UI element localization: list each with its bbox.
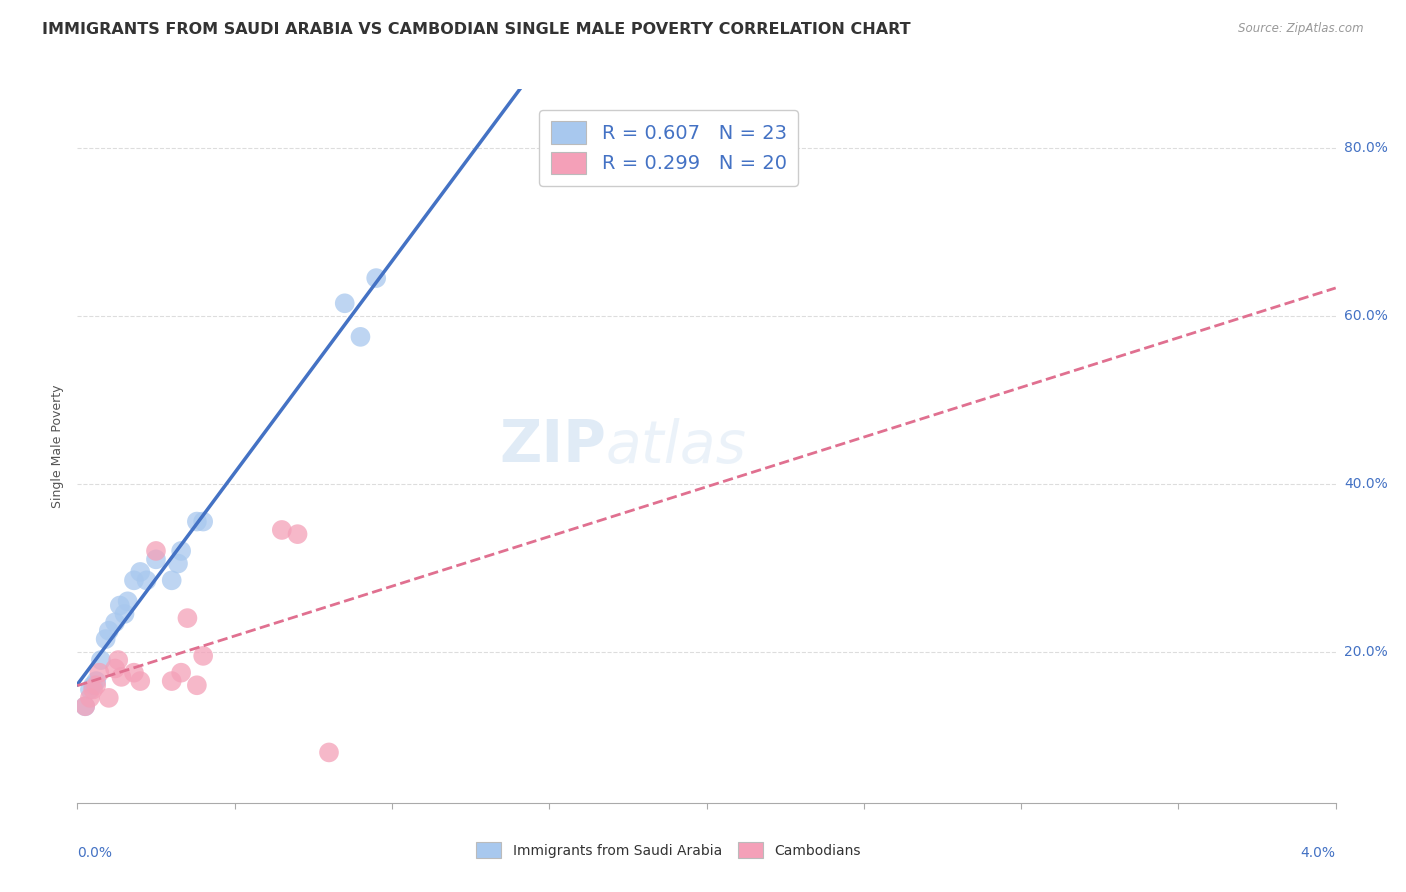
Point bbox=[97, 624, 120, 638]
Point bbox=[117, 594, 139, 608]
Text: ZIP: ZIP bbox=[499, 417, 606, 475]
Point bbox=[108, 599, 131, 613]
Point bbox=[82, 682, 104, 697]
Point bbox=[129, 565, 152, 579]
Point bbox=[191, 515, 215, 529]
Point bbox=[75, 699, 97, 714]
Point bbox=[366, 271, 388, 285]
Point bbox=[186, 678, 208, 692]
Point bbox=[114, 607, 136, 621]
Point bbox=[145, 552, 167, 566]
Point bbox=[160, 674, 183, 689]
Text: 4.0%: 4.0% bbox=[1301, 846, 1336, 860]
Point bbox=[89, 665, 111, 680]
Point bbox=[94, 632, 117, 646]
Point bbox=[176, 611, 198, 625]
Point bbox=[145, 544, 167, 558]
Point bbox=[82, 678, 104, 692]
Point bbox=[75, 699, 97, 714]
Point bbox=[79, 690, 101, 705]
Point bbox=[104, 615, 127, 630]
Text: IMMIGRANTS FROM SAUDI ARABIA VS CAMBODIAN SINGLE MALE POVERTY CORRELATION CHART: IMMIGRANTS FROM SAUDI ARABIA VS CAMBODIA… bbox=[42, 22, 911, 37]
Point bbox=[170, 544, 193, 558]
Point bbox=[122, 665, 145, 680]
Text: 20.0%: 20.0% bbox=[1344, 645, 1388, 658]
Point bbox=[90, 653, 112, 667]
Point bbox=[107, 653, 129, 667]
Text: 0.0%: 0.0% bbox=[77, 846, 112, 860]
Point bbox=[84, 674, 107, 689]
Point bbox=[349, 330, 371, 344]
Point bbox=[97, 690, 120, 705]
Point bbox=[135, 574, 157, 588]
Text: 60.0%: 60.0% bbox=[1344, 309, 1388, 323]
Text: Source: ZipAtlas.com: Source: ZipAtlas.com bbox=[1239, 22, 1364, 36]
Y-axis label: Single Male Poverty: Single Male Poverty bbox=[51, 384, 65, 508]
Point bbox=[110, 670, 132, 684]
Point bbox=[167, 557, 190, 571]
Point bbox=[270, 523, 292, 537]
Point bbox=[79, 682, 101, 697]
Point bbox=[129, 674, 152, 689]
Point bbox=[333, 296, 356, 310]
Point bbox=[186, 515, 208, 529]
Text: 40.0%: 40.0% bbox=[1344, 477, 1388, 491]
Point bbox=[104, 661, 127, 675]
Point bbox=[84, 678, 107, 692]
Point bbox=[318, 746, 340, 760]
Point bbox=[287, 527, 309, 541]
Legend: Immigrants from Saudi Arabia, Cambodians: Immigrants from Saudi Arabia, Cambodians bbox=[471, 837, 866, 863]
Point bbox=[191, 648, 215, 663]
Point bbox=[170, 665, 193, 680]
Point bbox=[160, 574, 183, 588]
Point bbox=[122, 574, 145, 588]
Text: atlas: atlas bbox=[606, 417, 747, 475]
Text: 80.0%: 80.0% bbox=[1344, 141, 1388, 155]
